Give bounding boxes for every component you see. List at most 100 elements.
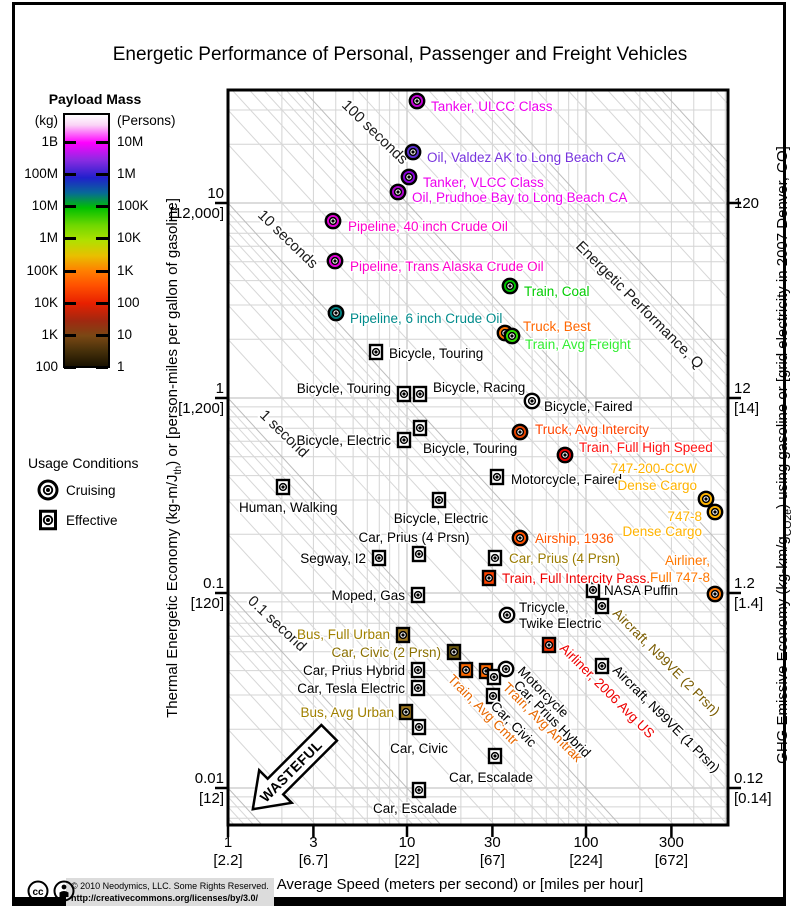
usage-item-effective: Effective xyxy=(66,513,118,528)
cc-attribution-icon xyxy=(53,880,75,902)
payload-persons-label: 10 xyxy=(117,326,133,342)
svg-text:[672]: [672] xyxy=(655,852,688,869)
colorbar-tick xyxy=(96,173,108,177)
svg-text:[6.7]: [6.7] xyxy=(299,852,328,869)
cc-logo-icon xyxy=(27,880,49,902)
svg-text:[12,000]: [12,000] xyxy=(170,205,224,222)
svg-text:[12]: [12] xyxy=(199,790,224,807)
data-point xyxy=(697,490,715,508)
payload-mass-colorbar xyxy=(63,113,110,368)
data-point xyxy=(410,586,426,604)
payload-kg-label: 100 xyxy=(35,359,58,374)
data-point-label: Full 747-8 xyxy=(650,570,710,585)
data-point-label: Train, Full Intercity Pass. xyxy=(502,571,650,586)
data-point-label: Bus, Avg Urban xyxy=(300,705,394,720)
payload-mass-legend-title: Payload Mass xyxy=(48,91,142,107)
data-points xyxy=(275,92,724,799)
data-point-label: Car, Prius Hybrid xyxy=(303,663,405,678)
payload-kg-label: 1M xyxy=(39,230,58,246)
svg-text:3: 3 xyxy=(309,834,317,851)
data-point-label: Car, Civic xyxy=(390,741,448,756)
data-point-label: Bus, Full Urban xyxy=(297,627,390,642)
plot-frame xyxy=(226,88,730,827)
data-point-label: Bicycle, Touring xyxy=(297,381,391,396)
copyright-text: © 2010 Neodymics, LLC. Some Rights Reser… xyxy=(71,881,269,891)
payload-persons-label: 10M xyxy=(117,134,144,149)
data-point xyxy=(410,661,426,679)
colorbar-tick xyxy=(64,237,76,241)
payload-kg-label: 100M xyxy=(24,166,58,182)
data-point-labels: Tanker, ULCC Class Oil, Valdez AK to Long… xyxy=(238,98,725,818)
data-point xyxy=(389,183,407,201)
colorbar-tick xyxy=(96,366,108,369)
data-point xyxy=(706,503,724,521)
payload-persons-label: 1 xyxy=(117,359,125,374)
colorbar-tick xyxy=(64,333,76,337)
data-point xyxy=(503,327,521,345)
cruising-symbol-icon xyxy=(37,479,59,501)
data-point-label: Pipeline, 6 inch Crude Oil xyxy=(350,311,502,326)
data-point-label: Bicycle, Racing xyxy=(433,380,525,395)
colorbar-tick xyxy=(96,301,108,305)
data-point xyxy=(486,668,502,686)
payload-persons-label: 10K xyxy=(117,230,142,246)
colorbar-tick xyxy=(64,173,76,177)
data-point xyxy=(497,660,515,678)
payload-persons-label: 1K xyxy=(117,262,134,278)
payload-persons-unit: (Persons) xyxy=(117,113,176,128)
license-url-link[interactable]: http://creativecommons.org/licenses/by/3… xyxy=(71,893,259,903)
svg-text:[14]: [14] xyxy=(734,400,759,417)
svg-text:[1.4]: [1.4] xyxy=(734,595,763,612)
data-point-label: 747-200-CCW xyxy=(611,461,698,476)
svg-text:12: 12 xyxy=(734,380,751,397)
page-title: Energetic Performance of Personal, Passe… xyxy=(112,44,688,65)
cc-logo-text: cc xyxy=(32,887,44,898)
svg-text:300: 300 xyxy=(659,834,684,851)
q-diagonal-lines xyxy=(228,90,728,825)
data-point-label: Train, Coal xyxy=(524,284,590,299)
svg-text:1.2: 1.2 xyxy=(734,575,755,592)
data-point xyxy=(481,569,497,587)
data-point xyxy=(395,626,411,644)
colorbar-tick xyxy=(96,333,108,337)
data-point-label: Moped, Gas xyxy=(331,588,405,603)
colorbar-tick xyxy=(64,141,76,144)
colorbar-tick xyxy=(96,269,108,273)
svg-text:[224]: [224] xyxy=(569,852,602,869)
data-point xyxy=(487,549,503,567)
svg-text:[0.14]: [0.14] xyxy=(734,790,772,807)
colorbar-tick xyxy=(96,205,108,209)
payload-persons-label: 100 xyxy=(117,294,140,310)
data-point-label: Tanker, ULCC Class xyxy=(431,99,553,114)
footer-background xyxy=(66,878,274,906)
data-point xyxy=(368,343,384,361)
data-point-label: Bicycle, Faired xyxy=(544,399,633,414)
payload-persons-label: 100K xyxy=(117,198,149,214)
svg-text:100 seconds: 100 seconds xyxy=(338,97,411,168)
data-point xyxy=(412,419,428,437)
effective-symbol-icon xyxy=(39,509,57,531)
data-point-label: Train, Full High Speed xyxy=(579,440,713,455)
data-point-label: Car, Prius (4 Prsn) xyxy=(509,551,620,566)
data-point xyxy=(556,446,574,464)
effective-symbol xyxy=(39,509,57,531)
data-point xyxy=(411,718,427,736)
data-point-label: Airship, 1936 xyxy=(535,531,614,546)
data-point xyxy=(489,468,505,486)
wasteful-arrow: WASTEFUL xyxy=(251,723,339,811)
data-point xyxy=(511,423,529,441)
svg-text:0.1: 0.1 xyxy=(203,575,224,592)
svg-text:100: 100 xyxy=(573,834,598,851)
colorbar-tick xyxy=(64,366,76,369)
data-point xyxy=(485,687,501,705)
colorbar-tick xyxy=(64,205,76,209)
payload-persons-label: 1M xyxy=(117,166,136,182)
data-point xyxy=(706,585,724,603)
data-point-label: Human, Walking xyxy=(239,500,338,515)
data-point xyxy=(275,478,291,496)
data-point xyxy=(458,661,474,679)
data-point-label: Truck, Avg Intercity xyxy=(535,422,649,437)
data-point-label: Pipeline, 40 inch Crude Oil xyxy=(348,219,508,234)
svg-text:[22]: [22] xyxy=(394,852,419,869)
